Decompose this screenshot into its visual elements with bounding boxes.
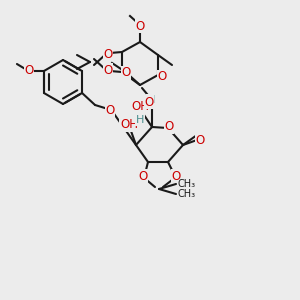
Text: O: O bbox=[135, 20, 145, 32]
Text: CH₃: CH₃ bbox=[177, 179, 195, 189]
Text: O: O bbox=[24, 64, 34, 77]
Text: O: O bbox=[105, 103, 115, 116]
Text: H: H bbox=[147, 95, 155, 105]
Text: O: O bbox=[138, 169, 148, 182]
Text: O: O bbox=[195, 134, 205, 148]
Text: O: O bbox=[103, 64, 112, 76]
Text: O: O bbox=[122, 67, 130, 80]
Text: O: O bbox=[171, 169, 181, 182]
Text: OH: OH bbox=[131, 100, 149, 113]
Text: O: O bbox=[103, 47, 112, 61]
Text: O: O bbox=[144, 95, 154, 109]
Text: OH: OH bbox=[120, 118, 138, 131]
Text: O: O bbox=[164, 121, 174, 134]
Text: CH₃: CH₃ bbox=[177, 189, 195, 199]
Text: O: O bbox=[158, 70, 166, 83]
Text: H: H bbox=[136, 115, 144, 125]
